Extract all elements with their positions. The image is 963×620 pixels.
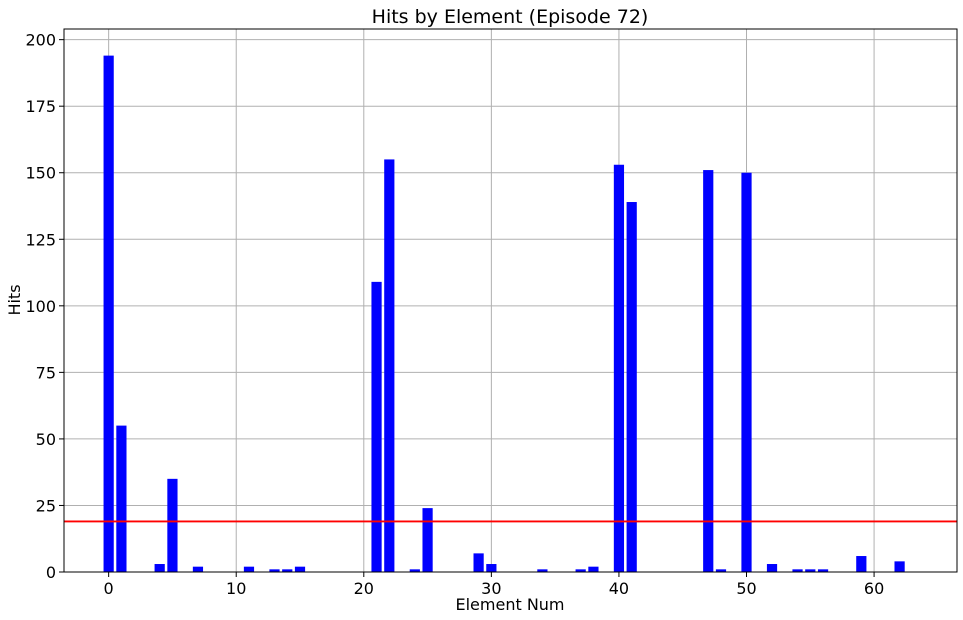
bar [473, 553, 484, 572]
y-axis-label: Hits [5, 284, 24, 315]
bar [282, 569, 293, 572]
y-tick-label: 75 [36, 363, 56, 382]
y-tick-label: 25 [36, 496, 56, 515]
bar [805, 569, 816, 572]
bar [192, 566, 204, 572]
bar [167, 478, 178, 572]
plot-frame [63, 28, 958, 573]
x-tick-label: 50 [736, 579, 756, 598]
bar [384, 159, 395, 573]
y-tick-label: 50 [36, 430, 56, 449]
y-tick-label: 125 [25, 230, 56, 249]
bar [371, 281, 382, 572]
bar [741, 172, 752, 572]
x-axis-ticks: 0 10 20 30 40 50 60 [104, 572, 884, 598]
x-tick-label: 30 [481, 579, 501, 598]
bar [422, 508, 433, 572]
bar [116, 425, 127, 572]
bar [409, 569, 420, 572]
bar [817, 569, 829, 572]
bar [626, 202, 637, 572]
bar [894, 561, 905, 572]
bar [486, 564, 497, 572]
y-axis-ticks: 0 25 50 75 100 125 150 175 200 [25, 31, 64, 582]
x-tick-label: 10 [226, 579, 246, 598]
bar [243, 566, 255, 572]
bar [766, 564, 778, 572]
x-tick-label: 60 [864, 579, 884, 598]
bar [792, 569, 803, 572]
y-tick-label: 0 [46, 563, 56, 582]
bars [103, 55, 905, 573]
bar [294, 566, 306, 572]
bar [715, 569, 727, 572]
bar [588, 566, 599, 572]
y-tick-label: 150 [25, 164, 56, 183]
x-axis-label: Element Num [455, 595, 564, 614]
bar [613, 164, 625, 572]
x-tick-label: 40 [609, 579, 629, 598]
bar [703, 170, 714, 572]
bar [269, 569, 280, 572]
x-tick-label: 0 [104, 579, 114, 598]
x-tick-label: 20 [354, 579, 374, 598]
chart-title: Hits by Element (Episode 72) [372, 6, 649, 28]
bar [103, 55, 114, 572]
y-tick-label: 200 [25, 31, 56, 50]
y-tick-label: 175 [25, 97, 56, 116]
bar [575, 569, 586, 572]
bar [537, 569, 548, 572]
bar [154, 564, 165, 572]
bar [856, 556, 867, 572]
y-tick-label: 100 [25, 297, 56, 316]
